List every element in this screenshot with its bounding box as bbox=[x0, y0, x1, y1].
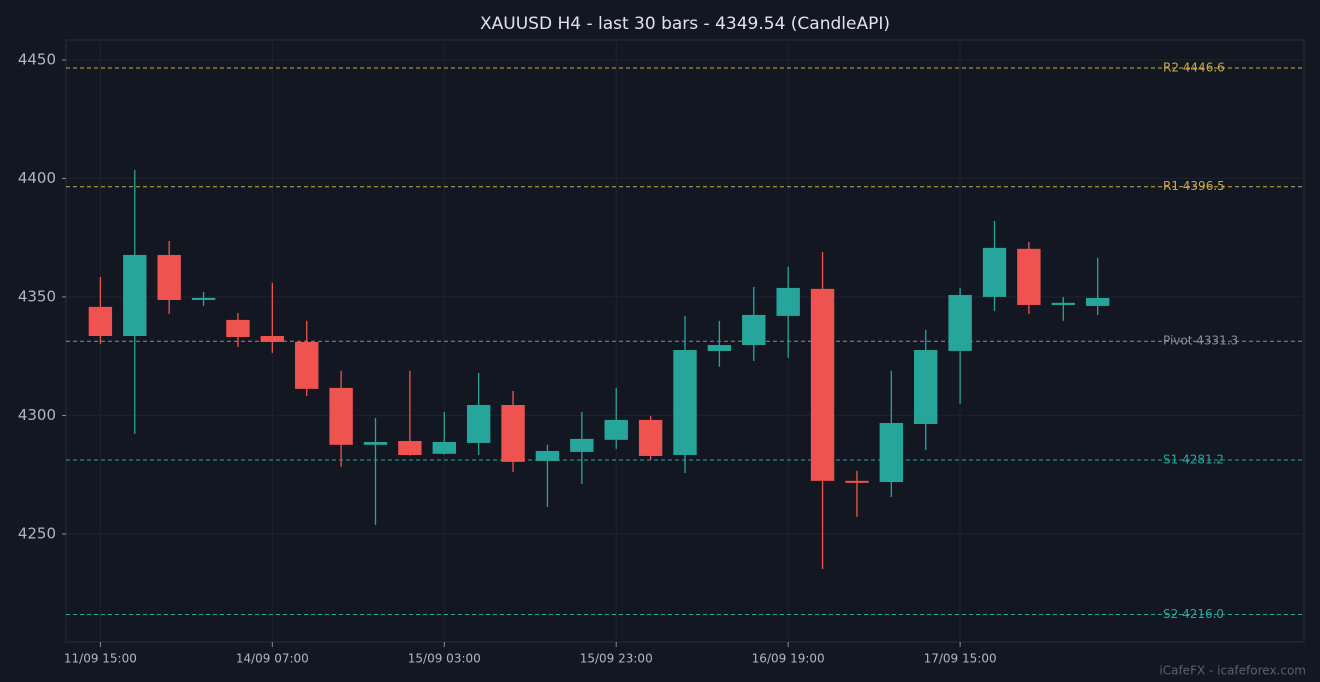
candle-body bbox=[260, 336, 285, 342]
candle-body bbox=[501, 404, 525, 462]
x-tick-label: 15/09 23:00 bbox=[580, 652, 653, 666]
candle-body bbox=[363, 441, 388, 445]
candle-body bbox=[329, 387, 353, 445]
y-tick-label: 4300 bbox=[18, 406, 56, 424]
candle-body bbox=[1051, 302, 1075, 305]
candle-body bbox=[466, 404, 491, 443]
candle-body bbox=[1017, 248, 1041, 305]
candle-body bbox=[88, 306, 113, 337]
candle-body bbox=[845, 480, 869, 483]
candle-body bbox=[914, 350, 938, 424]
candle-body bbox=[123, 254, 147, 337]
candle-body bbox=[226, 319, 250, 337]
candle-body bbox=[742, 314, 766, 346]
candle-body bbox=[810, 288, 835, 481]
x-tick-label: 14/09 07:00 bbox=[236, 652, 309, 666]
candle-body bbox=[398, 441, 422, 456]
candle-body bbox=[295, 341, 319, 389]
level-label: R2 4446.6 bbox=[1163, 60, 1225, 74]
candle-body bbox=[157, 254, 181, 300]
candle-body bbox=[879, 423, 904, 483]
candle-body bbox=[776, 287, 800, 316]
candle-body bbox=[948, 295, 972, 351]
watermark: iCafeFX - icafeforex.com bbox=[1159, 664, 1306, 678]
candle-body bbox=[707, 345, 732, 351]
level-label: S2 4216.0 bbox=[1163, 607, 1224, 621]
candle-body bbox=[638, 419, 663, 456]
x-tick-label: 15/09 03:00 bbox=[408, 652, 481, 666]
candle-body bbox=[1085, 298, 1110, 306]
x-tick-label: 16/09 19:00 bbox=[752, 652, 825, 666]
candle-body bbox=[535, 450, 560, 461]
candle-body bbox=[191, 297, 216, 300]
y-tick-label: 4250 bbox=[18, 524, 56, 542]
y-tick-label: 4400 bbox=[18, 169, 56, 187]
x-tick-label: 17/09 15:00 bbox=[924, 652, 997, 666]
candle-body bbox=[570, 438, 594, 452]
candle-body bbox=[604, 419, 628, 440]
level-label: Pivot 4331.3 bbox=[1163, 334, 1238, 348]
y-tick-label: 4450 bbox=[18, 50, 56, 68]
candle-body bbox=[982, 247, 1007, 297]
y-tick-label: 4350 bbox=[18, 287, 56, 305]
level-label: S1 4281.2 bbox=[1163, 452, 1224, 466]
x-tick-label: 11/09 15:00 bbox=[64, 652, 137, 666]
chart-title: XAUUSD H4 - last 30 bars - 4349.54 (Cand… bbox=[480, 14, 890, 34]
candle-body bbox=[673, 350, 697, 456]
candle-body bbox=[432, 441, 456, 454]
level-label: R1 4396.5 bbox=[1163, 179, 1225, 193]
